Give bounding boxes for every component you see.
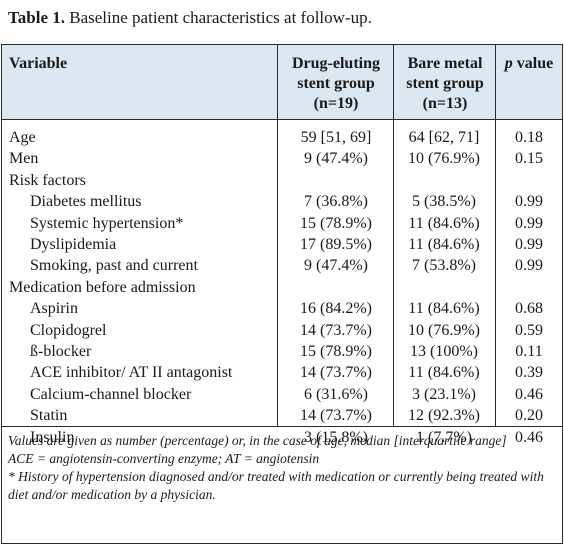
row-label: Clopidogrel xyxy=(30,321,107,339)
row-label: Diabetes mellitus xyxy=(30,193,142,211)
table-row: Age 59 [51, 69] 64 [62, 71] 0.18 xyxy=(2,127,562,148)
row-label: Men xyxy=(9,150,39,168)
header-group1-line2: stent group xyxy=(297,75,375,92)
drug-eluting-value: 59 [51, 69] xyxy=(300,129,372,146)
row-label: Calcium-channel blocker xyxy=(30,385,192,403)
footnote-values: Values are given as number (percentage) … xyxy=(8,433,507,448)
header-group1-line3: (n=19) xyxy=(313,95,359,112)
table-row: Clopidogrel 14 (73.7%) 10 (76.9%) 0.59 xyxy=(2,320,562,341)
table-row: Diabetes mellitus 7 (36.8%) 5 (38.5%) 0.99 xyxy=(2,191,562,212)
bare-metal-value: 11 (84.6%) xyxy=(408,236,480,253)
footnote-hypertension: * History of hypertension diagnosed and/… xyxy=(8,469,544,502)
drug-eluting-value: 15 (78.9%) xyxy=(300,343,372,360)
table-footnotes: Values are given as number (percentage) … xyxy=(8,432,558,504)
row-label: Age xyxy=(9,129,36,146)
footnote-abbreviations: ACE = angiotensin-converting enzyme; AT … xyxy=(8,451,320,466)
row-label: Dyslipidemia xyxy=(30,236,117,253)
drug-eluting-value: 3 (15.8%) xyxy=(304,428,368,446)
table-row: Men 9 (47.4%) 10 (76.9%) 0.15 xyxy=(2,148,562,169)
p-value: 0.99 xyxy=(515,257,543,275)
p-value: 0.99 xyxy=(515,214,543,232)
bare-metal-value: 7 (53.8%) xyxy=(412,257,476,275)
header-p-value: p value xyxy=(497,54,561,74)
bare-metal-value: 12 (92.3%) xyxy=(408,407,480,425)
footnote-separator xyxy=(2,426,562,427)
drug-eluting-value: 9 (47.4%) xyxy=(304,257,368,275)
header-drug-eluting-group: Drug-eluting stent group (n=19) xyxy=(280,54,392,114)
row-label: Systemic hypertension* xyxy=(30,214,184,232)
row-label: Smoking, past and current xyxy=(30,257,198,275)
p-value: 0.99 xyxy=(515,193,543,211)
table-row: Statin 14 (73.7%) 12 (92.3%) 0.20 xyxy=(2,405,562,426)
bare-metal-value: 10 (76.9%) xyxy=(408,321,480,339)
p-value: 0.18 xyxy=(515,129,543,146)
table-frame: Variable Drug-eluting stent group (n=19)… xyxy=(1,44,563,544)
table-caption-text: Baseline patient characteristics at foll… xyxy=(65,8,372,27)
header-variable: Variable xyxy=(9,55,68,72)
table-row: Systemic hypertension* 15 (78.9%) 11 (84.6… xyxy=(2,213,562,234)
header-p-letter: p xyxy=(504,55,513,72)
bare-metal-value: 3 (23.1%) xyxy=(412,385,476,403)
p-value: 0.99 xyxy=(515,236,543,253)
bare-metal-value: 1 (7.7%) xyxy=(416,428,472,446)
header-group2-line1: Bare metal xyxy=(407,55,483,72)
p-value: 0.20 xyxy=(515,407,543,425)
header-group2-line3: (n=13) xyxy=(422,95,468,112)
header-group2-line2: stent group xyxy=(406,75,484,92)
drug-eluting-value: 6 (31.6%) xyxy=(304,385,368,403)
drug-eluting-value: 14 (73.7%) xyxy=(300,364,372,382)
column-divider-2 xyxy=(393,45,394,426)
table-row: Insulin 3 (15.8%) 1 (7.7%) 0.46 xyxy=(2,427,562,448)
bare-metal-value: 10 (76.9%) xyxy=(408,150,480,168)
row-label: ACE inhibitor/ AT II antagonist xyxy=(30,364,233,382)
p-value: 0.15 xyxy=(515,150,543,168)
row-label: Statin xyxy=(30,407,68,425)
bare-metal-value: 64 [62, 71] xyxy=(408,129,480,146)
bare-metal-value: 13 (100%) xyxy=(410,343,478,360)
table-caption-label: Table 1. xyxy=(8,8,66,27)
column-divider-3 xyxy=(495,45,496,426)
bare-metal-value: 11 (84.6%) xyxy=(408,300,480,318)
row-label: ß-blocker xyxy=(30,343,92,360)
row-label: Medication before admission xyxy=(9,278,196,296)
bare-metal-value: 11 (84.6%) xyxy=(408,214,480,232)
table-row: ACE inhibitor/ AT II antagonist 14 (73.7%… xyxy=(2,362,562,383)
table-row: ß-blocker 15 (78.9%) 13 (100%) 0.11 xyxy=(2,341,562,362)
drug-eluting-value: 9 (47.4%) xyxy=(304,150,368,168)
header-bare-metal-group: Bare metal stent group (n=13) xyxy=(395,54,495,114)
drug-eluting-value: 15 (78.9%) xyxy=(300,214,372,232)
drug-eluting-value: 14 (73.7%) xyxy=(300,407,372,425)
drug-eluting-value: 16 (84.2%) xyxy=(300,300,372,318)
drug-eluting-value: 14 (73.7%) xyxy=(300,321,372,339)
p-value: 0.39 xyxy=(515,364,543,382)
column-divider-1 xyxy=(277,45,278,426)
bare-metal-value: 11 (84.6%) xyxy=(408,364,480,382)
table-header: Variable Drug-eluting stent group (n=19)… xyxy=(2,45,562,120)
table-row: Dyslipidemia 17 (89.5%) 11 (84.6%) 0.99 xyxy=(2,234,562,255)
drug-eluting-value: 17 (89.5%) xyxy=(300,236,372,253)
table-row: Smoking, past and current 9 (47.4%) 7 (53.… xyxy=(2,255,562,276)
p-value: 0.59 xyxy=(515,321,543,339)
header-group1-line1: Drug-eluting xyxy=(292,55,380,72)
table-row: Risk factors xyxy=(2,170,562,191)
drug-eluting-value: 7 (36.8%) xyxy=(304,193,368,211)
header-p-word: value xyxy=(512,55,554,72)
table-row: Medication before admission xyxy=(2,277,562,298)
row-label: Aspirin xyxy=(30,300,78,318)
table-row: Calcium-channel blocker 6 (31.6%) 3 (23.1%… xyxy=(2,384,562,405)
row-label: Risk factors xyxy=(9,171,86,189)
p-value: 0.46 xyxy=(515,428,543,446)
table-row: Aspirin 16 (84.2%) 11 (84.6%) 0.68 xyxy=(2,298,562,319)
table-caption: Table 1. Baseline patient characteristic… xyxy=(8,7,372,29)
p-value: 0.68 xyxy=(515,300,543,318)
bare-metal-value: 5 (38.5%) xyxy=(412,193,476,211)
row-label: Insulin xyxy=(30,428,75,446)
p-value: 0.46 xyxy=(515,385,543,403)
p-value: 0.11 xyxy=(515,343,543,360)
